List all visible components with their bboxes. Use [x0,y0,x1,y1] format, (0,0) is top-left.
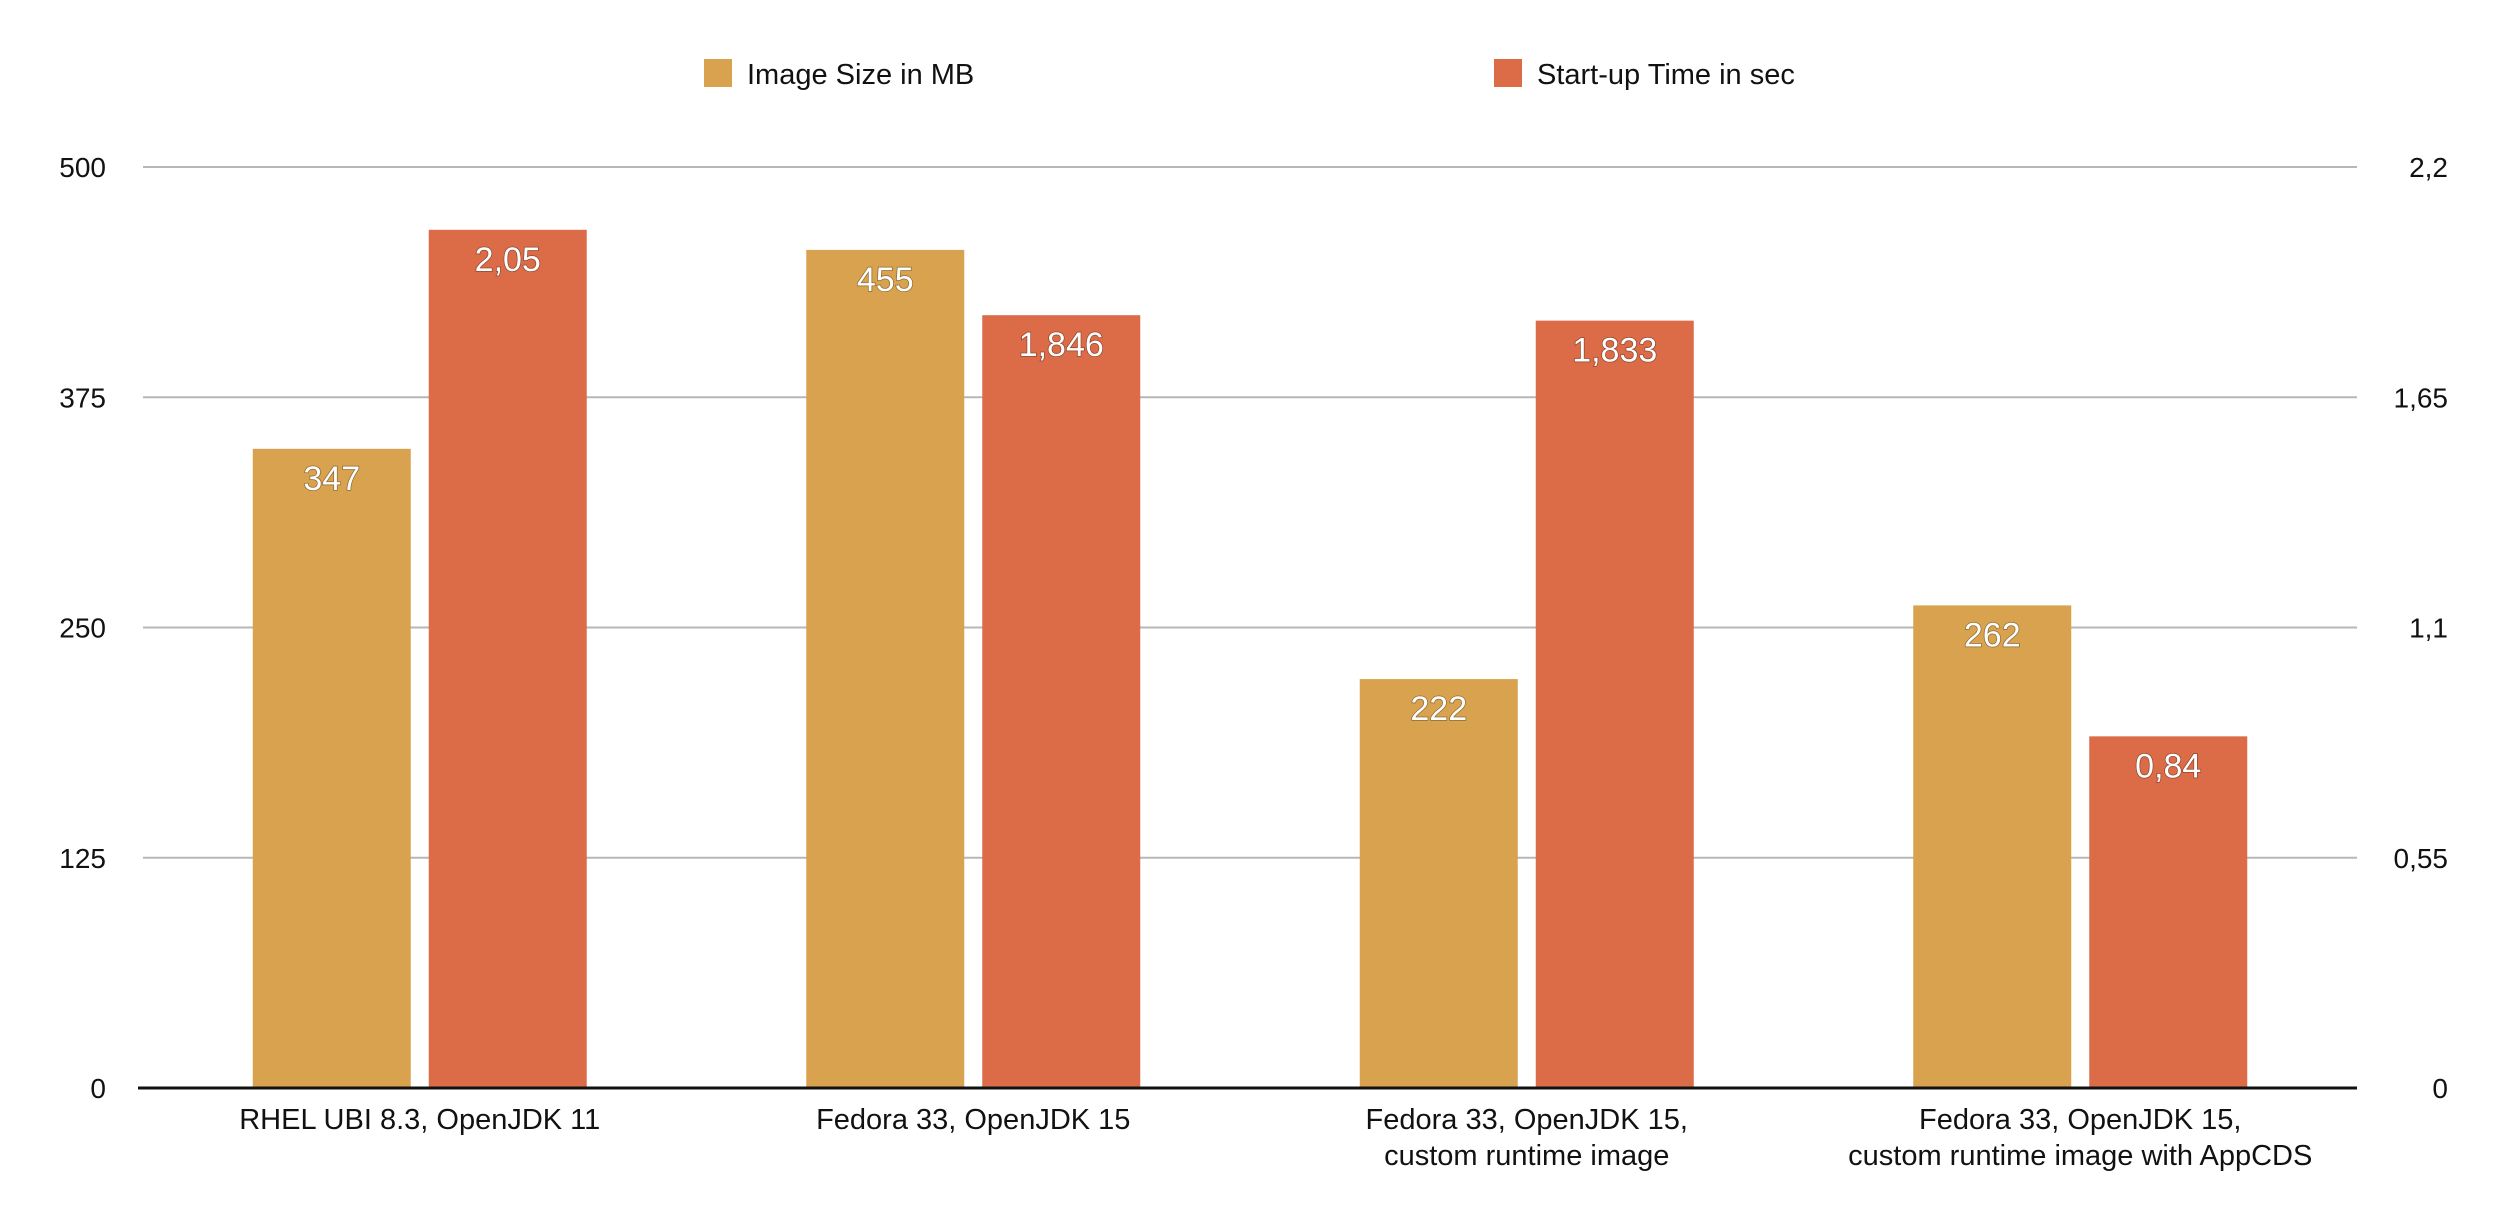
x-category-label: RHEL UBI 8.3, OpenJDK 11 [239,1104,600,1136]
x-category-label: custom runtime image with AppCDS [1848,1140,2312,1172]
y-left-tick-label: 250 [59,613,106,644]
legend-label: Start-up Time in sec [1537,59,1795,91]
data-label: 222 [1410,690,1467,728]
y-right-tick-label: 0,55 [2394,843,2449,874]
y-left-tick-label: 500 [59,152,106,183]
y-right-tick-label: 1,1 [2409,613,2448,644]
data-label: 347 [303,460,360,498]
x-category-label: Fedora 33, OpenJDK 15, [1919,1104,2241,1136]
x-category-label: Fedora 33, OpenJDK 15, [1366,1104,1688,1136]
bar-image-size [1359,679,1518,1088]
legend-label: Image Size in MB [747,59,974,91]
x-category-label: Fedora 33, OpenJDK 15 [816,1104,1130,1136]
y-left-tick-label: 375 [59,382,106,413]
y-right-tick-label: 0 [2432,1073,2448,1104]
data-label: 455 [857,261,914,299]
data-label: 1,846 [1019,326,1104,364]
data-label: 1,833 [1572,332,1657,370]
y-right-tick-label: 2,2 [2409,152,2448,183]
y-right-tick-label: 1,65 [2394,382,2449,413]
y-left-tick-label: 0 [90,1073,106,1104]
x-category-label: custom runtime image [1384,1140,1669,1172]
bar-startup-time [428,229,587,1088]
bar-image-size [1913,605,2072,1088]
legend-swatch [1494,59,1522,87]
data-label: 2,05 [475,241,541,279]
legend-swatch [704,59,732,87]
bar-startup-time [982,315,1141,1088]
bar-startup-time [2089,736,2248,1088]
y-left-tick-label: 125 [59,843,106,874]
data-label: 262 [1964,616,2021,654]
bar-startup-time [1535,320,1694,1089]
bar-image-size [252,448,411,1088]
data-label: 0,84 [2135,747,2201,785]
bar-image-size [806,249,965,1088]
